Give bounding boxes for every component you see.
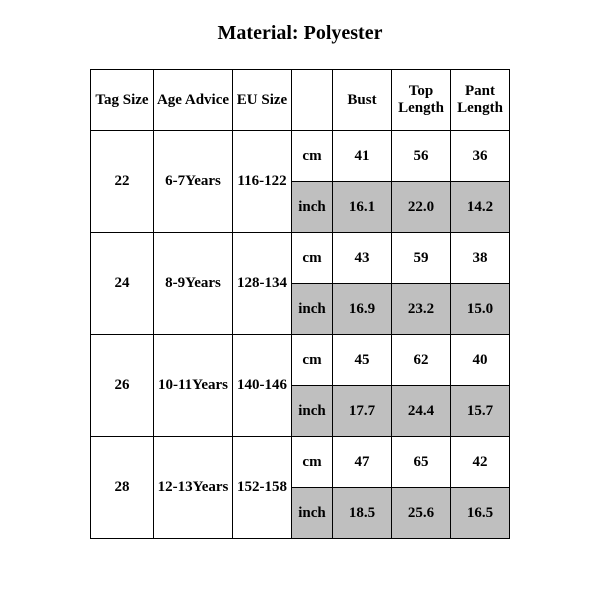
cell-bust-inch: 18.5 [333,488,392,539]
cell-age: 6-7Years [154,131,233,233]
cell-pant-cm: 40 [451,335,510,386]
cell-eu: 140-146 [233,335,292,437]
cell-top-cm: 65 [392,437,451,488]
cell-bust-cm: 45 [333,335,392,386]
cell-top-inch: 24.4 [392,386,451,437]
cell-unit-cm: cm [292,437,333,488]
cell-bust-cm: 41 [333,131,392,182]
page-title: Material: Polyester [0,22,600,45]
cell-unit-inch: inch [292,182,333,233]
cell-age: 8-9Years [154,233,233,335]
cell-age: 12-13Years [154,437,233,539]
cell-pant-inch: 15.7 [451,386,510,437]
cell-pant-inch: 15.0 [451,284,510,335]
col-pant: Pant Length [451,70,510,131]
table-row: 26 10-11Years 140-146 cm 45 62 40 [91,335,510,386]
cell-pant-inch: 14.2 [451,182,510,233]
cell-top-inch: 25.6 [392,488,451,539]
table-body: 22 6-7Years 116-122 cm 41 56 36 inch 16.… [91,131,510,539]
cell-bust-inch: 17.7 [333,386,392,437]
cell-bust-cm: 43 [333,233,392,284]
cell-eu: 116-122 [233,131,292,233]
table-row: 24 8-9Years 128-134 cm 43 59 38 [91,233,510,284]
col-top: Top Length [392,70,451,131]
cell-bust-inch: 16.9 [333,284,392,335]
cell-tag: 26 [91,335,154,437]
cell-top-inch: 23.2 [392,284,451,335]
cell-pant-inch: 16.5 [451,488,510,539]
table-row: 28 12-13Years 152-158 cm 47 65 42 [91,437,510,488]
cell-top-cm: 59 [392,233,451,284]
cell-pant-cm: 36 [451,131,510,182]
cell-unit-cm: cm [292,233,333,284]
cell-bust-inch: 16.1 [333,182,392,233]
cell-tag: 28 [91,437,154,539]
cell-unit-cm: cm [292,335,333,386]
cell-top-cm: 62 [392,335,451,386]
col-unit [292,70,333,131]
cell-unit-inch: inch [292,284,333,335]
col-tag: Tag Size [91,70,154,131]
cell-top-cm: 56 [392,131,451,182]
cell-bust-cm: 47 [333,437,392,488]
table-row: 22 6-7Years 116-122 cm 41 56 36 [91,131,510,182]
size-chart-table: Tag Size Age Advice EU Size Bust Top Len… [90,69,510,539]
col-age: Age Advice [154,70,233,131]
cell-tag: 22 [91,131,154,233]
cell-pant-cm: 38 [451,233,510,284]
cell-pant-cm: 42 [451,437,510,488]
cell-eu: 128-134 [233,233,292,335]
cell-age: 10-11Years [154,335,233,437]
cell-unit-cm: cm [292,131,333,182]
cell-eu: 152-158 [233,437,292,539]
cell-unit-inch: inch [292,386,333,437]
cell-top-inch: 22.0 [392,182,451,233]
col-eu: EU Size [233,70,292,131]
col-bust: Bust [333,70,392,131]
header-row: Tag Size Age Advice EU Size Bust Top Len… [91,70,510,131]
cell-tag: 24 [91,233,154,335]
cell-unit-inch: inch [292,488,333,539]
